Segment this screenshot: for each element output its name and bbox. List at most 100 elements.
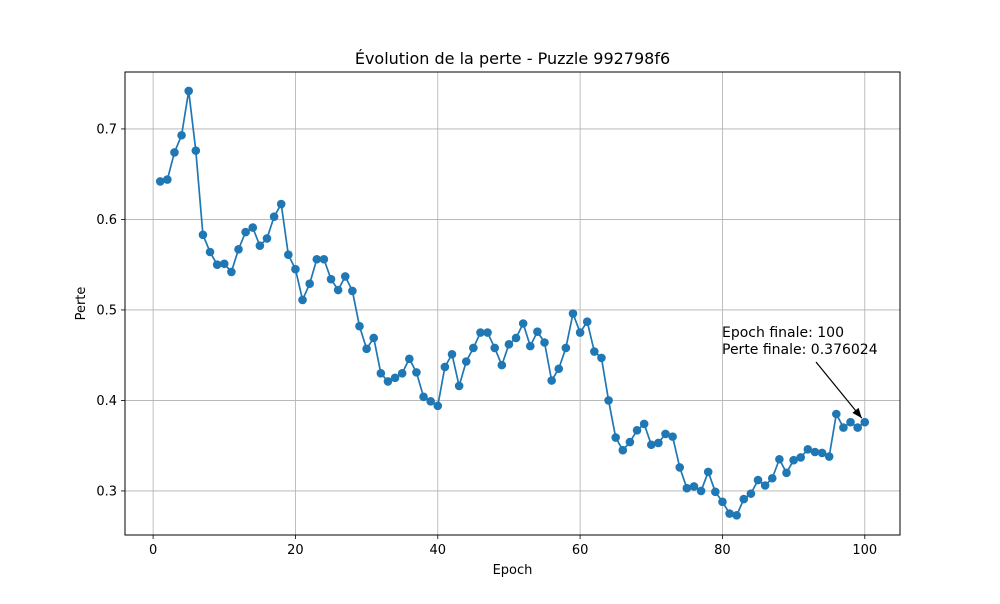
data-point <box>319 254 329 264</box>
data-point <box>703 467 713 477</box>
data-point <box>725 509 734 518</box>
annotation-text-line-2: Perte finale: 0.376024 <box>722 342 878 358</box>
y-tick-label: 0.3 <box>96 484 117 499</box>
data-point <box>547 376 556 385</box>
data-point <box>846 417 855 427</box>
data-point <box>746 489 756 498</box>
x-axis-ticks: 0 20 40 60 80 100 <box>149 535 877 558</box>
data-point <box>753 475 763 485</box>
data-point <box>469 343 478 353</box>
data-point <box>255 241 265 250</box>
data-point <box>440 362 450 372</box>
data-point <box>775 454 784 464</box>
data-point <box>426 397 435 406</box>
data-point <box>390 373 400 383</box>
data-point <box>718 497 727 507</box>
chart-title: Évolution de la perte - Puzzle 992798f6 <box>355 49 670 68</box>
data-point <box>525 341 535 351</box>
data-point <box>575 328 585 337</box>
data-point <box>590 347 599 356</box>
data-point <box>155 177 165 186</box>
series-line-layer <box>160 90 866 517</box>
plot-frame <box>124 71 901 536</box>
data-point <box>810 447 820 457</box>
data-point <box>312 254 322 264</box>
data-point <box>732 511 741 520</box>
data-point <box>490 343 500 353</box>
data-point <box>212 260 222 269</box>
data-point <box>839 423 848 432</box>
data-point <box>205 247 215 257</box>
x-axis-label: Epoch <box>493 563 533 578</box>
x-tick-label: 100 <box>852 543 877 558</box>
data-point <box>476 328 485 337</box>
data-point <box>405 354 414 364</box>
data-point <box>782 468 791 478</box>
data-point <box>376 368 386 378</box>
data-point <box>632 425 642 435</box>
data-point <box>696 486 706 496</box>
grid <box>125 72 900 535</box>
data-point <box>184 86 193 96</box>
data-point <box>824 452 834 461</box>
data-point <box>333 285 343 295</box>
data-point <box>654 438 663 448</box>
data-point <box>518 319 528 328</box>
data-point <box>248 223 258 232</box>
data-point <box>611 433 620 442</box>
data-point <box>789 455 798 465</box>
data-point <box>853 423 862 432</box>
series-points-layer <box>155 86 870 520</box>
data-point <box>369 333 379 343</box>
data-point <box>340 272 350 281</box>
data-point <box>269 212 279 222</box>
data-point <box>817 448 827 458</box>
data-point <box>291 264 300 274</box>
data-point <box>362 344 371 354</box>
data-point <box>582 317 592 326</box>
y-tick-label: 0.5 <box>96 303 117 318</box>
data-point <box>682 483 692 493</box>
data-point <box>625 437 635 447</box>
data-point <box>447 349 457 359</box>
data-point <box>568 309 578 318</box>
data-point <box>326 274 336 284</box>
data-point <box>298 295 307 305</box>
data-point <box>433 401 443 411</box>
data-point <box>767 473 777 483</box>
y-tick-label: 0.7 <box>96 122 117 137</box>
data-point <box>461 357 471 366</box>
data-point <box>646 440 656 450</box>
data-point <box>177 130 186 140</box>
data-point <box>227 267 236 277</box>
x-tick-label: 40 <box>430 543 447 558</box>
y-tick-label: 0.4 <box>96 394 117 409</box>
annotation-text-line-1: Epoch finale: 100 <box>722 325 844 341</box>
data-point <box>554 364 564 374</box>
data-point <box>639 419 649 429</box>
y-tick-label: 0.6 <box>96 213 117 228</box>
y-axis-label: Perte <box>74 287 89 321</box>
data-point <box>604 396 613 405</box>
data-point <box>497 360 507 370</box>
data-point <box>483 328 492 337</box>
data-point <box>284 250 293 260</box>
data-point <box>383 377 393 386</box>
data-point <box>597 353 606 363</box>
data-point <box>170 148 179 157</box>
data-point <box>276 199 286 209</box>
data-point <box>796 453 806 462</box>
x-tick-label: 60 <box>572 543 589 558</box>
data-point <box>675 463 685 472</box>
data-point <box>219 259 229 269</box>
data-point <box>234 244 243 254</box>
data-point <box>198 230 208 240</box>
data-point <box>412 368 421 377</box>
data-point <box>689 482 699 491</box>
data-point <box>454 381 464 391</box>
data-point <box>739 494 749 504</box>
data-point <box>191 146 201 155</box>
y-axis-ticks: 0.3 0.4 0.5 0.6 0.7 <box>96 122 125 499</box>
